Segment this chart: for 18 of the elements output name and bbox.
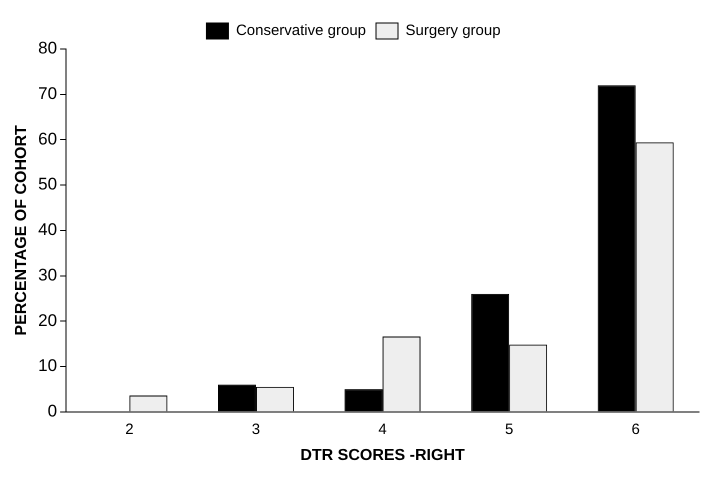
y-tick-label: 70: [38, 84, 58, 104]
y-tick-label: 40: [38, 220, 58, 240]
x-tick-label: 5: [504, 420, 514, 438]
y-tick-label: 0: [48, 401, 58, 420]
legend-label: Conservative group: [236, 22, 366, 40]
y-tick-label: 50: [38, 174, 58, 194]
x-axis-title: DTR SCORES -RIGHT: [300, 446, 465, 464]
x-tick-label: 3: [252, 420, 260, 438]
y-tick-label: 10: [38, 356, 58, 376]
x-tick-label: 6: [632, 420, 640, 438]
y-tick-label: 20: [38, 310, 58, 330]
x-tick-label: 2: [125, 420, 134, 438]
x-tick-label: 4: [378, 420, 387, 438]
y-axis-title: PERCENTAGE OF COHORT: [13, 124, 30, 336]
y-tick-label: 80: [38, 38, 58, 58]
y-tick-label: 30: [38, 265, 58, 284]
y-tick-label: 60: [38, 129, 58, 148]
legend-label: Surgery group: [406, 22, 501, 40]
